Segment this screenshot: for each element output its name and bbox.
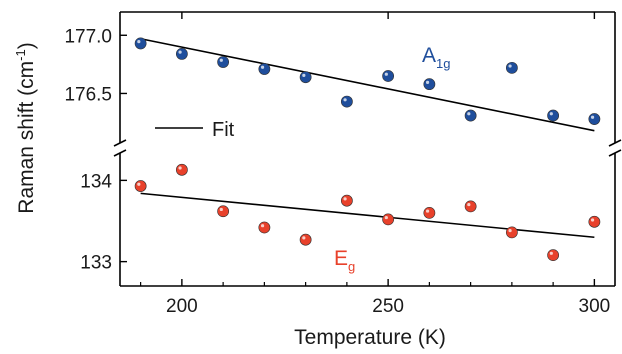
legend-fit-label: Fit bbox=[212, 119, 235, 141]
x-tick-label: 200 bbox=[166, 296, 198, 317]
data-point-upper bbox=[588, 113, 601, 125]
data-point-highlight bbox=[137, 40, 141, 44]
data-point-lower bbox=[588, 215, 601, 228]
legend: Fit bbox=[155, 119, 235, 141]
data-point-highlight bbox=[260, 65, 265, 69]
y-axis-title-main: Raman shift (cm bbox=[15, 61, 38, 214]
data-point-highlight bbox=[302, 73, 306, 77]
data-point-lower bbox=[505, 226, 518, 239]
data-point-highlight bbox=[219, 58, 223, 62]
data-marks bbox=[134, 37, 601, 262]
data-point-highlight bbox=[343, 98, 347, 102]
data-point-highlight bbox=[302, 236, 306, 240]
data-point-highlight bbox=[590, 218, 595, 222]
y-tick-label: 177.0 bbox=[64, 26, 112, 47]
axis-break-mark bbox=[608, 139, 622, 147]
data-point-lower bbox=[134, 180, 147, 192]
series-label-eg-subscript: g bbox=[348, 259, 355, 274]
data-point-highlight bbox=[425, 209, 430, 213]
y-tick-label: 134 bbox=[80, 171, 112, 192]
data-point-highlight bbox=[467, 112, 471, 116]
data-point-highlight bbox=[467, 202, 471, 207]
y-axis-title-close: ) bbox=[15, 42, 38, 49]
x-axis-title: Temperature (K) bbox=[294, 326, 446, 349]
y-tick-label: 176.5 bbox=[64, 84, 112, 105]
data-point-lower bbox=[382, 213, 395, 226]
x-tick-label: 250 bbox=[372, 296, 404, 317]
data-point-upper bbox=[382, 70, 395, 82]
data-point-highlight bbox=[384, 72, 388, 76]
data-point-lower bbox=[423, 206, 436, 219]
data-point-lower bbox=[217, 205, 230, 218]
series-label-a1g: A1g bbox=[422, 44, 450, 71]
data-point-highlight bbox=[178, 50, 182, 54]
data-point-lower bbox=[258, 221, 271, 234]
fit-line-upper bbox=[140, 37, 595, 132]
series-label-eg-main: E bbox=[334, 247, 348, 270]
data-point-highlight bbox=[508, 228, 512, 233]
axes: 200 250 300 176.5 177.0 133 134 bbox=[64, 12, 610, 317]
data-point-upper bbox=[258, 63, 271, 75]
axis-break-mark bbox=[608, 149, 622, 157]
data-point-highlight bbox=[508, 64, 512, 68]
data-point-lower bbox=[340, 194, 353, 207]
data-point-highlight bbox=[219, 207, 223, 212]
data-point-highlight bbox=[549, 251, 553, 255]
data-point-upper bbox=[505, 61, 518, 74]
data-point-upper bbox=[340, 95, 353, 108]
data-point-highlight bbox=[137, 182, 141, 186]
data-point-lower bbox=[464, 200, 477, 213]
series-label-a1g-subscript: 1g bbox=[436, 56, 450, 71]
plot-frame bbox=[113, 11, 622, 287]
y-axis-title: Raman shift (cm-1) bbox=[13, 42, 38, 213]
axis-break-mark bbox=[113, 139, 127, 147]
data-point-highlight bbox=[260, 224, 265, 228]
data-point-highlight bbox=[343, 197, 347, 201]
data-point-upper bbox=[423, 78, 436, 91]
fit-line-lower bbox=[140, 192, 595, 239]
y-tick-label: 133 bbox=[80, 253, 112, 274]
data-point-upper bbox=[217, 56, 230, 68]
data-point-upper bbox=[175, 47, 188, 60]
data-point-upper bbox=[299, 71, 312, 84]
data-point-highlight bbox=[549, 112, 553, 116]
data-point-lower bbox=[175, 163, 188, 176]
data-point-upper bbox=[134, 37, 147, 50]
data-point-highlight bbox=[590, 115, 595, 119]
data-point-highlight bbox=[384, 215, 388, 220]
y-axis-title-superscript: -1 bbox=[13, 49, 28, 61]
data-point-highlight bbox=[425, 80, 430, 84]
data-point-lower bbox=[299, 233, 312, 246]
axis-break-mark bbox=[113, 149, 127, 157]
data-point-upper bbox=[464, 109, 477, 122]
data-point-highlight bbox=[178, 166, 182, 170]
data-point-upper bbox=[547, 109, 560, 122]
series-label-a1g-main: A bbox=[422, 44, 436, 67]
series-label-eg: Eg bbox=[334, 247, 355, 274]
x-tick-label: 300 bbox=[579, 296, 611, 317]
data-point-lower bbox=[547, 249, 560, 262]
